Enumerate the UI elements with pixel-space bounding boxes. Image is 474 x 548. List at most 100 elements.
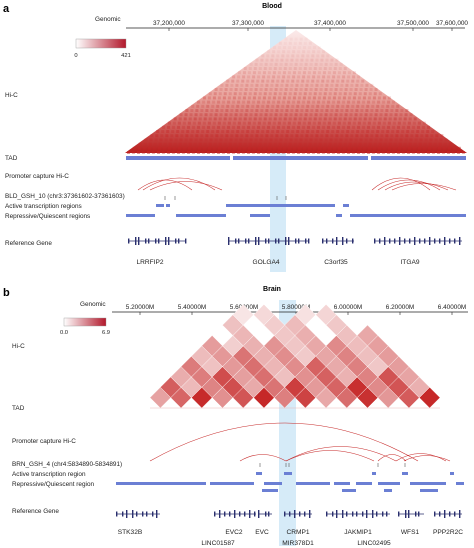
hic-a-cell: [197, 125, 201, 129]
hic-a-cell: [313, 92, 317, 96]
hic-a-cell: [283, 142, 287, 146]
hic-a-cell: [284, 113, 288, 117]
hic-a-cell: [193, 117, 197, 121]
hic-a-cell: [305, 58, 309, 62]
hic-a-cell: [258, 67, 262, 70]
gene-b-exon: [434, 511, 436, 517]
repressive-b-segment: [210, 482, 254, 485]
hic-a-cell: [294, 138, 298, 142]
hic-a-cell: [374, 88, 378, 91]
hic-a-cell: [258, 142, 262, 146]
hic-a-cell: [278, 142, 282, 146]
hic-a-cell: [184, 138, 188, 142]
hic-a-cell: [293, 117, 297, 121]
repressive-b-segment: [410, 482, 446, 485]
hic-a-cell: [258, 117, 262, 121]
hic-a-cell: [337, 75, 341, 79]
gene-b-exon: [254, 511, 256, 517]
hic-a-cell: [259, 113, 263, 117]
hic-a-cell: [399, 138, 403, 142]
hic-a-cell: [287, 75, 291, 79]
hic-a-cell: [294, 113, 298, 117]
hic-a-cell: [262, 125, 266, 129]
gene-a-exon: [148, 238, 150, 244]
gene-b-exon: [116, 511, 118, 517]
hic-a-cell: [392, 125, 396, 129]
hic-a-cell: [444, 138, 448, 142]
hic-a-cell: [190, 134, 194, 138]
hic-a-cell: [304, 138, 308, 142]
hic-a-cell: [230, 109, 234, 112]
panel-a-repressive-label: Repressive/Quiescent regions: [5, 213, 90, 220]
gene-b-exon: [142, 511, 144, 517]
hic-a-cell: [165, 134, 169, 138]
hic-a-cell: [298, 67, 302, 70]
gene-b-exon: [366, 510, 368, 518]
hic-a-cell: [273, 117, 277, 121]
panel-a-colorbar: 0 421: [74, 38, 131, 59]
hic-a-cell: [302, 75, 306, 79]
hic-a-cell: [297, 50, 301, 54]
hic-a-cell: [214, 88, 218, 91]
hic-a-cell: [297, 125, 301, 129]
hic-a-cell: [359, 88, 363, 91]
gene-a-exon: [384, 237, 386, 245]
hic-a-cell: [322, 50, 326, 54]
hic-a-cell: [233, 92, 237, 96]
gene-b-exon: [326, 511, 328, 517]
hic-a-cell: [373, 142, 377, 146]
hic-a-cell: [297, 71, 301, 75]
gene-a-exon: [258, 237, 260, 245]
hic-a-cell: [177, 121, 181, 125]
hic-a-cell: [247, 96, 251, 100]
hic-a-cell: [424, 138, 428, 142]
colorbar-a-max: 421: [121, 53, 131, 59]
hic-a-cell: [274, 62, 278, 66]
hic-a-cell: [252, 125, 256, 129]
gene-b-exon: [449, 511, 451, 517]
hic-a-cell: [370, 83, 374, 87]
panel-a-promoter-label: Promoter capture Hi-C: [5, 173, 69, 180]
hic-a-cell: [271, 54, 275, 58]
hic-a-cell: [422, 146, 426, 150]
hic-a-cell: [382, 151, 385, 154]
hic-a-cell: [175, 134, 179, 138]
hic-a-cell: [413, 117, 417, 121]
hic-a-cell: [288, 41, 292, 45]
hic-a-cell: [275, 134, 279, 138]
gene-a-exon: [444, 237, 446, 245]
hic-a-cell: [340, 109, 344, 112]
hic-a-cell: [280, 58, 284, 62]
gene-b-exon: [352, 511, 354, 517]
hic-a-cell: [321, 104, 325, 108]
hic-a-cell: [244, 138, 248, 142]
gene-b-exon: [214, 511, 216, 517]
hic-a-cell: [172, 121, 176, 125]
hic-a-cell: [421, 130, 425, 133]
gene-a-exon: [409, 238, 411, 244]
hic-a-cell: [234, 138, 238, 142]
hic-a-cell: [322, 100, 326, 104]
hic-a-cell: [237, 146, 241, 150]
hic-a-cell: [377, 121, 381, 125]
hic-a-cell: [372, 121, 376, 125]
hic-a-cell: [234, 88, 238, 91]
gene-b-exon: [234, 510, 236, 518]
hic-a-cell: [317, 125, 321, 129]
hic-a-cell: [352, 71, 356, 75]
hic-a-cell: [302, 146, 306, 150]
hic-a-cell: [278, 117, 282, 121]
hic-a-cell: [363, 92, 367, 96]
hic-a-cell: [292, 96, 296, 100]
hic-a-cell: [360, 83, 364, 87]
hic-a-cell: [257, 71, 261, 75]
hic-a-cell: [289, 37, 293, 41]
hic-a-cell: [356, 79, 360, 83]
hic-a-cell: [332, 151, 335, 154]
hic-a-cell: [250, 134, 254, 138]
repressive-b-segment: [116, 482, 206, 485]
hic-a-cell: [329, 138, 333, 142]
hic-a-cell: [239, 138, 243, 142]
hic-a-cell: [282, 75, 286, 79]
hic-a-cell: [303, 67, 307, 70]
